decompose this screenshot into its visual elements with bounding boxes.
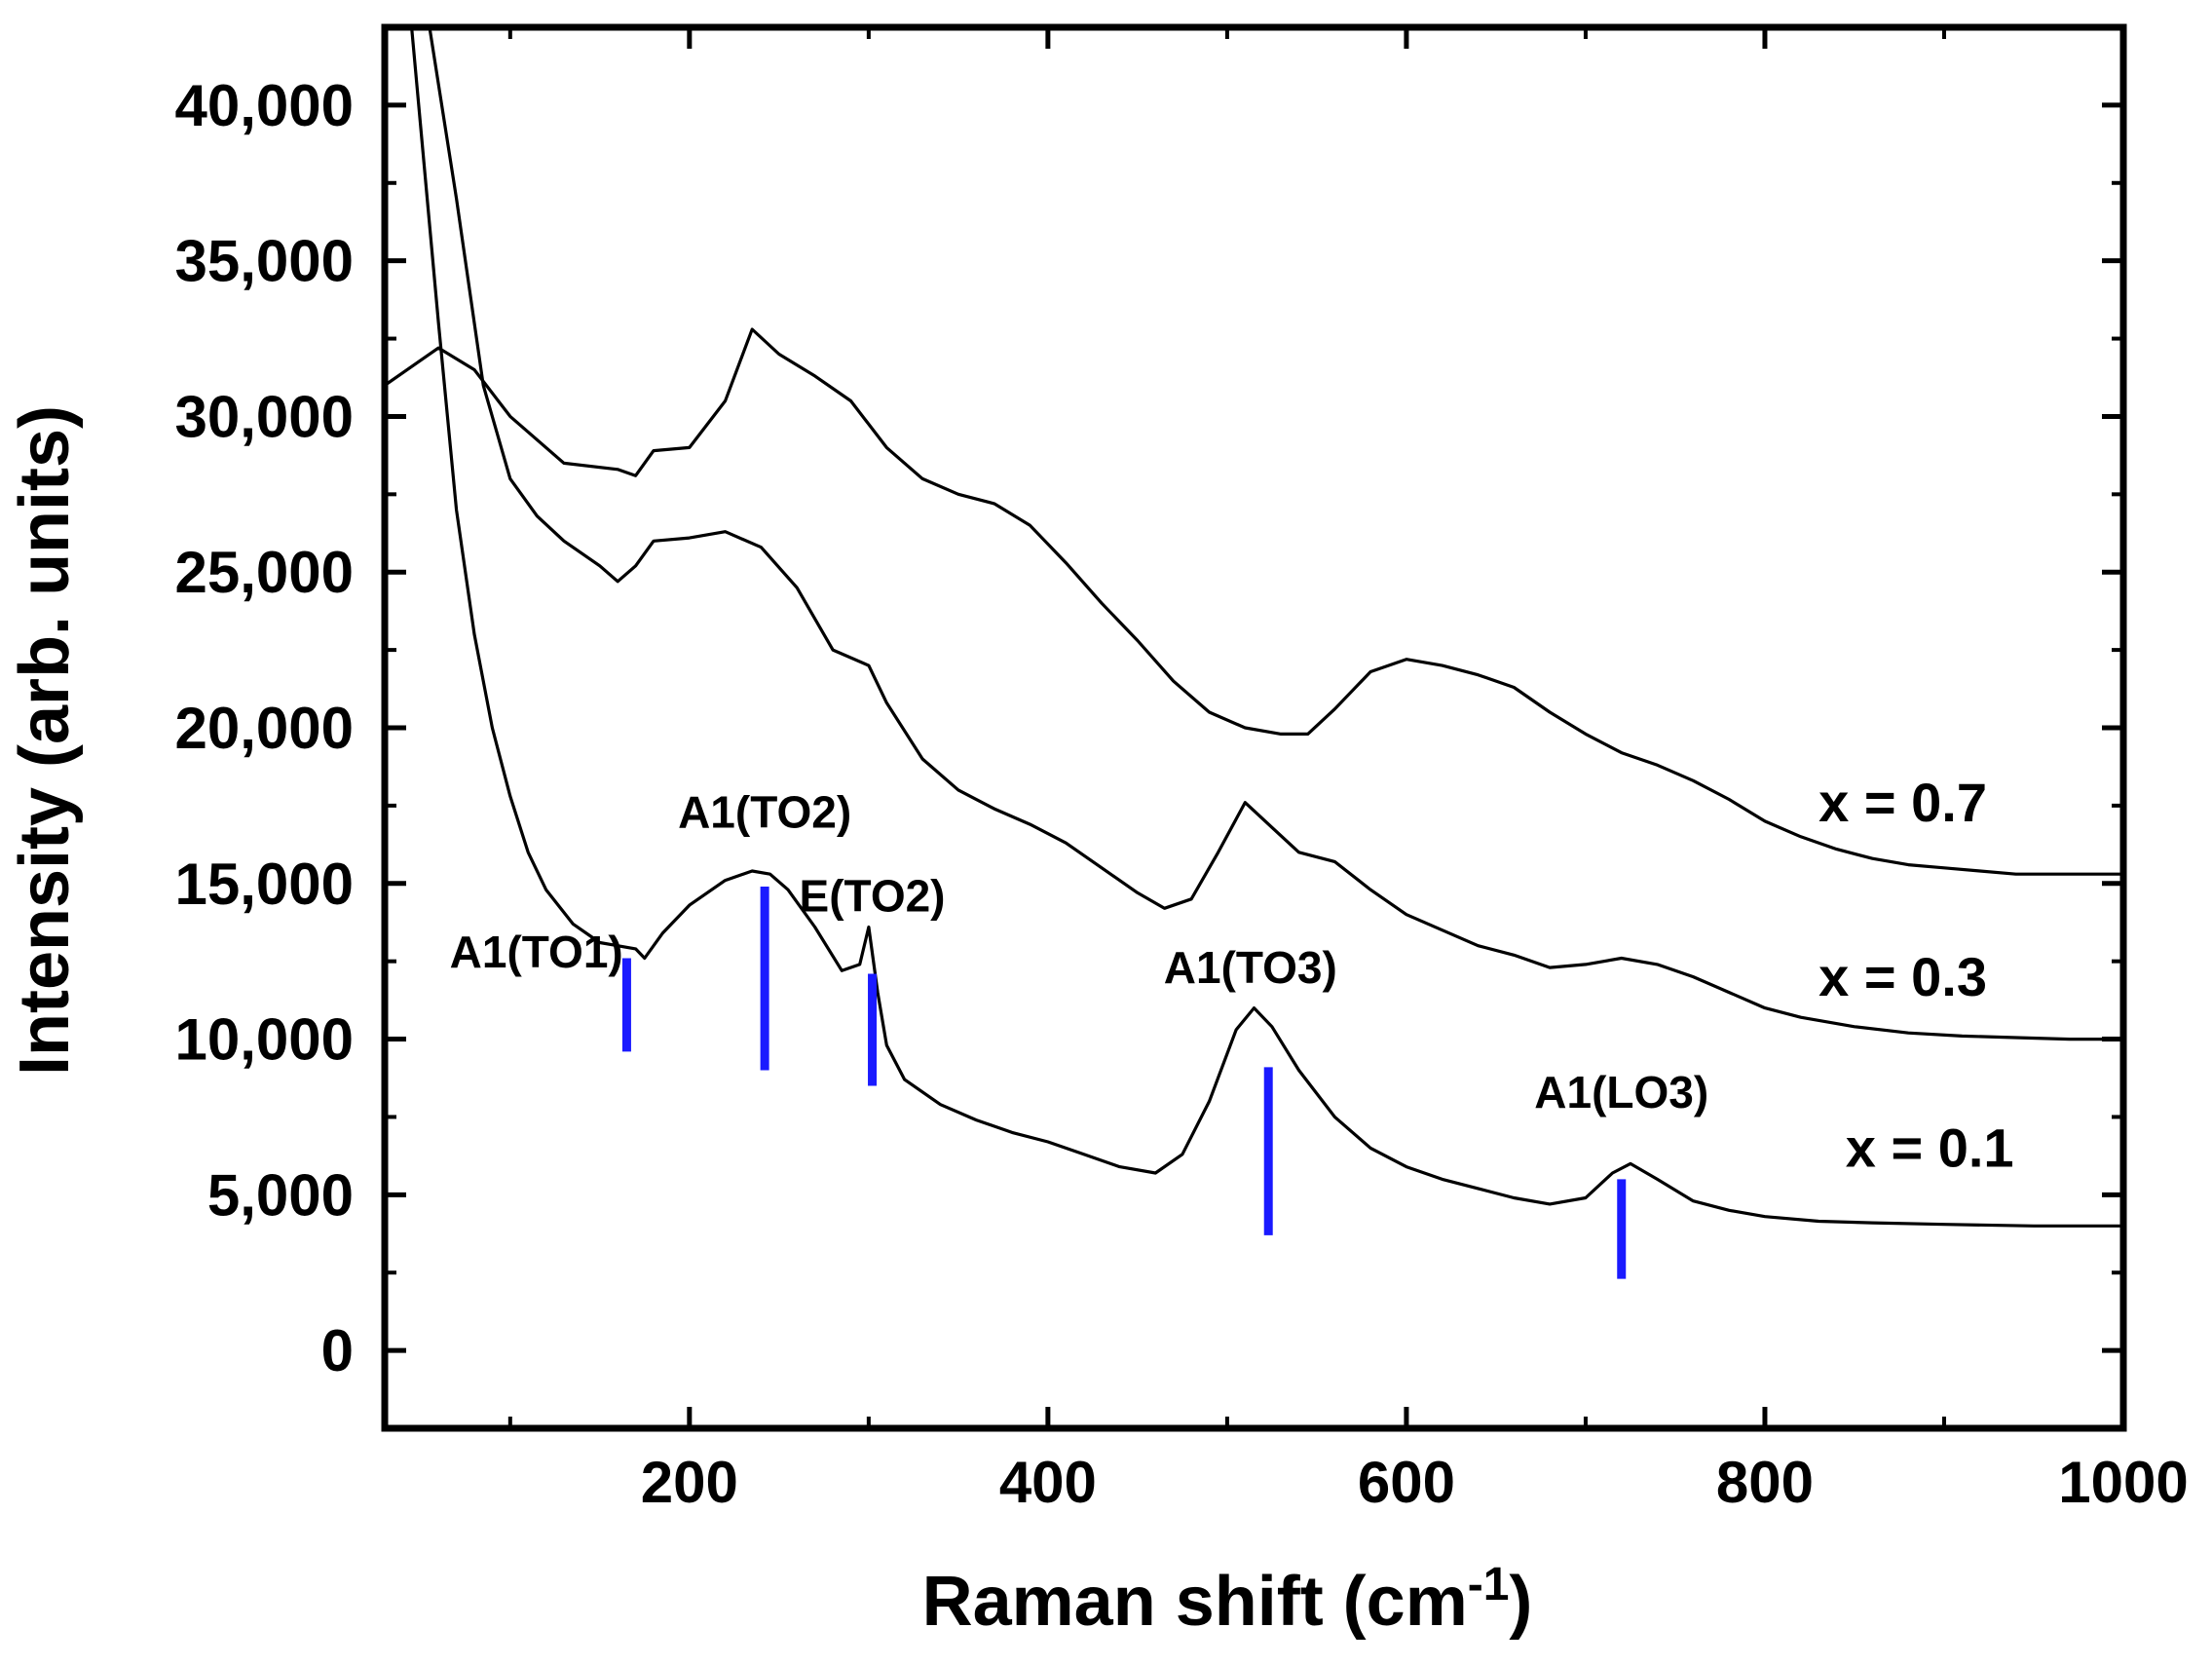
y-tick-label-7: 35,000 <box>174 229 354 294</box>
x-tick-label-3: 800 <box>1716 1450 1814 1515</box>
x-axis-title: Raman shift (cm-1) <box>922 1559 1533 1641</box>
x-tick-label-1: 400 <box>999 1450 1097 1515</box>
annotation-layer: A1(TO1) A1(TO2) E(TO2) A1(TO3) A1(LO3) <box>450 786 1708 1279</box>
x-tick-label-2: 600 <box>1358 1450 1455 1515</box>
y-tick-label-4: 20,000 <box>174 696 354 761</box>
series-layer <box>385 27 2123 1228</box>
x-tick-label-0: 200 <box>641 1450 738 1515</box>
peak-label-4: A1(LO3) <box>1534 1067 1708 1117</box>
y-tick-label-0: 0 <box>321 1318 354 1383</box>
y-tick-label-1: 5,000 <box>207 1162 354 1228</box>
series-label-0: x = 0.7 <box>1818 772 1987 833</box>
y-tick-label-2: 10,000 <box>174 1007 354 1073</box>
y-tick-label-5: 25,000 <box>174 540 354 605</box>
y-tick-label-6: 30,000 <box>174 384 354 449</box>
peak-label-3: A1(TO3) <box>1164 942 1337 993</box>
plot-frame <box>381 23 2127 1432</box>
y-tick-label-8: 40,000 <box>174 73 354 138</box>
y-tick-label-3: 15,000 <box>174 852 354 917</box>
tick-layer: 200 400 600 800 1000 0 5,000 10,000 15,000 20,000… <box>174 27 2189 1515</box>
series-label-1: x = 0.3 <box>1818 946 1987 1007</box>
x-tick-label-4: 1000 <box>2058 1450 2188 1515</box>
y-axis-title: Intensity (arb. units) <box>6 405 84 1076</box>
series-line-0 <box>385 327 2123 876</box>
series-line-2 <box>410 27 2123 1228</box>
peak-label-0: A1(TO1) <box>450 927 623 977</box>
peak-label-1: A1(TO2) <box>678 786 851 837</box>
series-label-2: x = 0.1 <box>1846 1117 2014 1179</box>
series-line-1 <box>428 27 2123 1041</box>
peak-label-2: E(TO2) <box>800 871 946 922</box>
